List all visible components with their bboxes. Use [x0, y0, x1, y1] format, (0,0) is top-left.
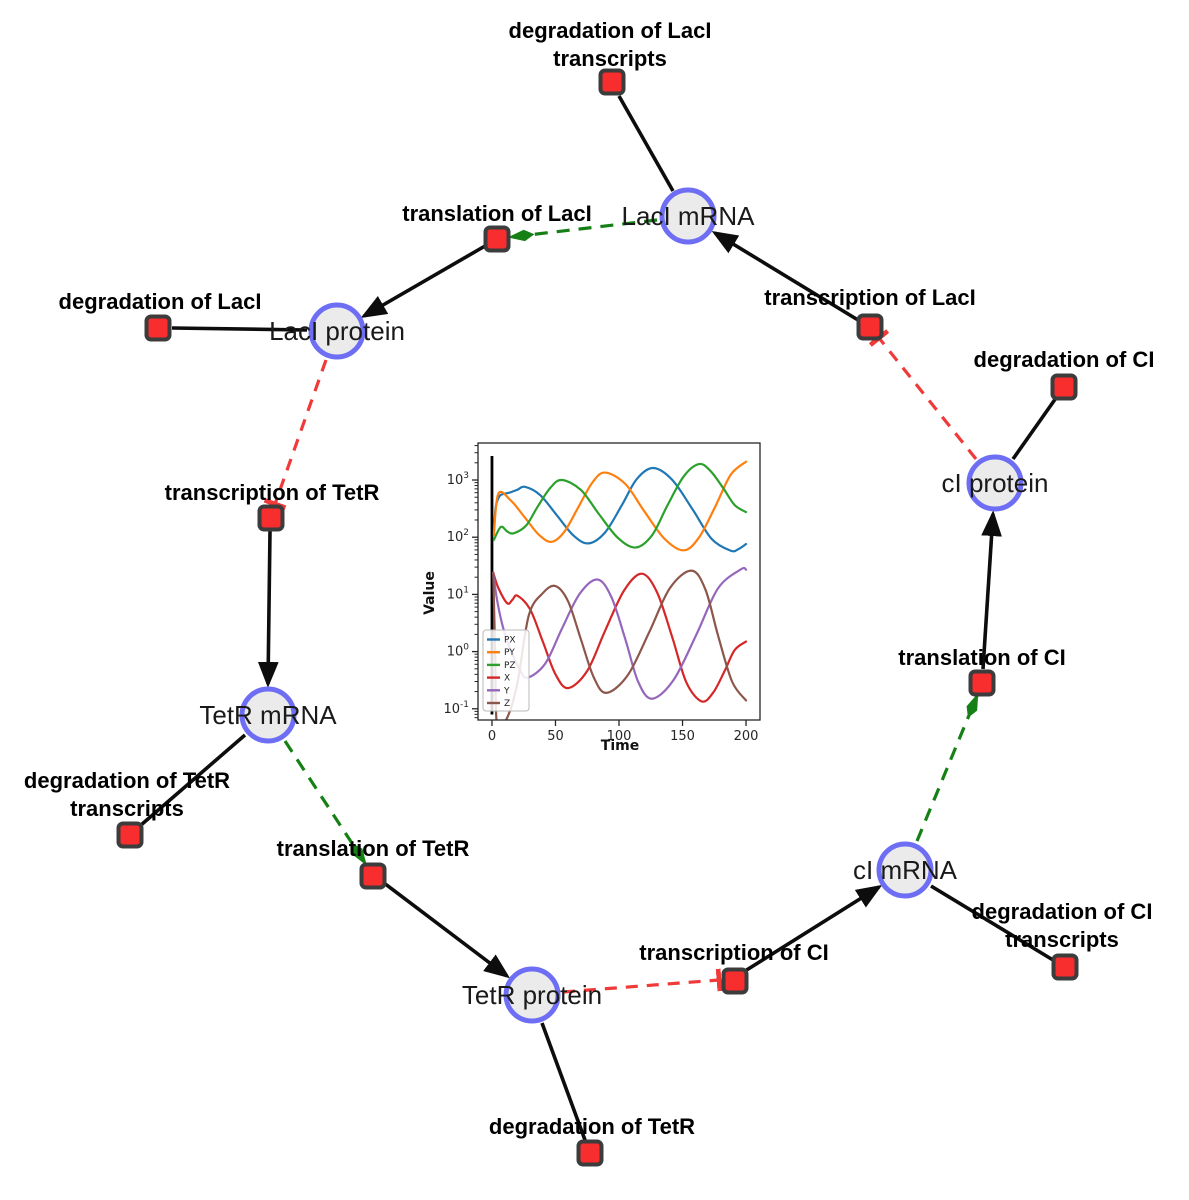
edge-tetr-protein-degradation-tetr	[540, 1022, 587, 1141]
species-label-tetr-mrna: TetR mRNA	[199, 700, 337, 730]
edge-transcription-laci-laci-mrna	[711, 230, 859, 322]
legend-label-Y: Y	[503, 686, 510, 696]
reaction-node-degradation-tetr-transcripts[interactable]	[116, 821, 144, 849]
time-series-inset-chart: 0 50 100 150 200 103 102 101 100 10-1 PX PY PZ X Y Z T…	[422, 428, 773, 773]
species-label-ci-mrna: cI mRNA	[853, 855, 958, 885]
species-node-laci-mrna[interactable]	[659, 187, 717, 245]
edge-tetr-protein-transcription-ci	[562, 968, 723, 994]
y-tick-label: 10-1	[443, 700, 469, 717]
reaction-label-translation-tetr: translation of TetR	[277, 836, 470, 861]
chart-ylabel: Value	[423, 571, 438, 615]
edge-ci-mrna-degradation-ci-transcripts	[930, 884, 1054, 962]
y-tick-label: 100	[447, 643, 470, 660]
species-label-laci-protein: LacI protein	[269, 316, 405, 346]
edge-ci-protein-degradation-ci	[1011, 396, 1058, 461]
nodes-layer	[116, 68, 1079, 1167]
reaction-node-transcription-tetr[interactable]	[257, 504, 285, 532]
labels-layer: degradation of LacI transcripts translatio…	[24, 18, 1155, 1139]
chart-series-lines	[490, 455, 748, 720]
species-label-laci-mrna: LacI mRNA	[622, 201, 756, 231]
edge-transcription-tetr-tetr-mrna	[257, 530, 279, 688]
reaction-label-transcription-tetr: transcription of TetR	[165, 480, 380, 505]
reaction-node-transcription-laci[interactable]	[856, 313, 884, 341]
y-tick-label: 102	[447, 528, 469, 545]
x-tick-label: 150	[670, 729, 695, 744]
species-node-laci-protein[interactable]	[308, 302, 366, 360]
reaction-node-degradation-laci-transcripts[interactable]	[598, 68, 626, 96]
reaction-label-transcription-laci: transcription of LacI	[764, 285, 975, 310]
series-line-PX	[492, 466, 748, 553]
reaction-node-degradation-ci-transcripts[interactable]	[1051, 953, 1079, 981]
series-line-PY	[492, 460, 748, 552]
reaction-label-degradation-laci: degradation of LacI	[59, 289, 262, 314]
series-line-Z	[492, 569, 748, 720]
species-node-tetr-protein[interactable]	[503, 966, 561, 1024]
y-tick-label: 101	[447, 585, 469, 602]
legend-label-X: X	[504, 674, 510, 684]
reaction-node-degradation-ci[interactable]	[1050, 373, 1078, 401]
series-line-Y	[492, 566, 748, 700]
species-label-tetr-protein: TetR protein	[462, 980, 602, 1010]
chart-legend: PX PY PZ XYZ	[482, 629, 530, 712]
edge-laci-mrna-translation-laci	[507, 218, 658, 242]
reaction-label-degradation-tetr: degradation of TetR	[489, 1114, 695, 1139]
legend-label-PY: PY	[504, 648, 515, 658]
edge-laci-mrna-degradation-laci-transcripts	[617, 95, 675, 192]
reaction-label-transcription-ci: transcription of CI	[639, 940, 828, 965]
reaction-label-degradation-ci: degradation of CI	[974, 347, 1155, 372]
reaction-label-translation-laci: translation of LacI	[402, 201, 591, 226]
species-node-ci-mrna[interactable]	[876, 841, 934, 899]
edge-ci-protein-transcription-laci	[868, 329, 978, 461]
reaction-node-translation-laci[interactable]	[483, 225, 511, 253]
reaction-node-translation-tetr[interactable]	[359, 862, 387, 890]
x-tick-label: 100	[607, 729, 632, 744]
edge-tetr-mrna-degradation-tetr-transcripts	[139, 733, 247, 827]
y-tick-label: 103	[447, 471, 469, 488]
reaction-label-degradation-laci-transcripts: degradation of LacI transcripts	[509, 18, 712, 71]
species-node-ci-protein[interactable]	[966, 454, 1024, 512]
reaction-node-degradation-laci[interactable]	[144, 314, 172, 342]
reaction-node-degradation-tetr[interactable]	[576, 1139, 604, 1167]
x-tick-label: 200	[734, 729, 759, 744]
chart-svg: 0 50 100 150 200 103 102 101 100 10-1 PX PY PZ XYZ T…	[422, 442, 761, 754]
edge-ci-mrna-translation-ci	[915, 692, 979, 842]
series-line-X	[492, 571, 748, 703]
chart-plot-frame	[477, 442, 761, 721]
chart-xlabel: Time	[601, 738, 639, 754]
species-node-tetr-mrna[interactable]	[239, 686, 297, 744]
species-label-ci-protein: cI protein	[942, 468, 1049, 498]
legend-label-PX: PX	[504, 636, 516, 646]
reaction-label-degradation-ci-transcripts: degradation of CI transcripts	[972, 899, 1153, 952]
edge-laci-protein-transcription-tetr	[263, 359, 328, 511]
reaction-node-translation-ci[interactable]	[968, 669, 996, 697]
edge-laci-protein-degradation-laci	[171, 326, 308, 332]
x-tick-label: 50	[547, 729, 564, 744]
edge-translation-laci-laci-protein	[360, 244, 486, 318]
legend-label-Z: Z	[504, 699, 510, 709]
edge-transcription-ci-ci-mrna	[744, 884, 883, 973]
reaction-label-translation-ci: translation of CI	[898, 645, 1065, 670]
edges-layer	[139, 95, 1058, 1141]
reaction-node-transcription-ci[interactable]	[721, 967, 749, 995]
legend-label-PZ: PZ	[504, 661, 516, 671]
edge-tetr-mrna-translation-tetr	[283, 740, 367, 866]
edge-translation-tetr-tetr-protein	[382, 881, 511, 979]
series-line-PZ	[492, 462, 748, 549]
x-tick-label: 0	[488, 729, 496, 744]
reaction-label-degradation-tetr-transcripts: degradation of TetR transcripts	[24, 768, 230, 821]
edge-translation-ci-ci-protein	[981, 510, 1002, 670]
